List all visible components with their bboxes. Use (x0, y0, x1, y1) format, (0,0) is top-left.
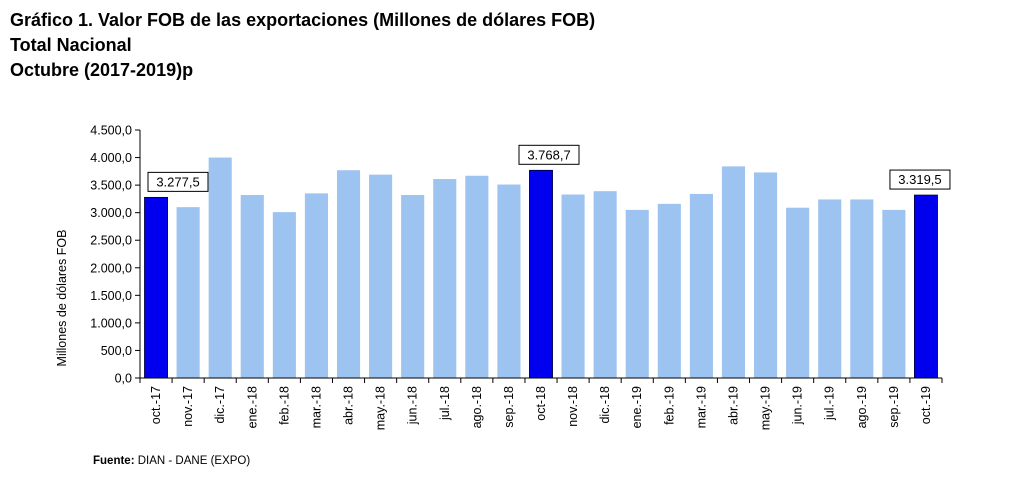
y-tick-label: 2.500,0 (90, 234, 132, 248)
bar-jun.-18 (401, 195, 425, 378)
source-note: Fuente: DIAN - DANE (EXPO) (93, 455, 250, 467)
y-tick-label: 1.500,0 (90, 289, 132, 303)
x-tick-label: oct.-17 (149, 386, 163, 424)
chart-title-block: Gráfico 1. Valor FOB de las exportacione… (10, 8, 595, 83)
bar-jul.-19 (818, 199, 842, 378)
bar-abr.-18 (336, 170, 361, 378)
bar-nov.-18 (561, 194, 585, 378)
y-tick-label: 3.500,0 (90, 179, 132, 193)
x-tick-label: mar.-18 (309, 386, 323, 428)
x-tick-label: may.-18 (374, 386, 388, 430)
bar-oct.-19 (914, 194, 938, 379)
bar-may.-19 (754, 172, 778, 378)
chart-period: Octubre (2017-2019)p (10, 60, 194, 80)
bar-ago.-18 (465, 175, 489, 378)
data-labels-group: 3.277,5 3.768,7 3.319,5 (147, 144, 951, 192)
data-label: 3.319,5 (898, 172, 941, 187)
x-tick-label: jun.-18 (406, 386, 420, 425)
data-label-box (518, 144, 580, 165)
x-tick-label: nov.-18 (566, 386, 580, 427)
data-label: 3.768,7 (527, 147, 570, 162)
bar-may.-18 (369, 174, 393, 378)
bar-sep.-19 (882, 209, 906, 378)
bar-oct.-17 (144, 196, 168, 379)
x-tick-label: dic.-18 (598, 386, 612, 424)
y-axis-label: Millones de dólares FOB (55, 230, 69, 367)
bar-dic.-17 (208, 157, 232, 378)
bar-feb.-18 (272, 212, 296, 378)
source-text: DIAN - DANE (EXPO) (137, 455, 251, 467)
bars-group (144, 157, 938, 379)
bar-nov.-17 (176, 207, 200, 378)
bar-ene.-19 (625, 209, 649, 378)
x-tick-label: abr.-19 (726, 386, 740, 425)
bar-oct-18 (529, 169, 553, 379)
y-tick-label: 0,0 (115, 372, 132, 386)
x-tick-label: mar.-19 (694, 386, 708, 428)
x-tick-label: jul.-19 (823, 386, 837, 421)
bar-mar.-19 (689, 193, 713, 378)
x-tick-label: jun.-19 (791, 386, 805, 425)
x-tick-label: oct-18 (534, 386, 548, 421)
bar-ene.-18 (240, 195, 264, 378)
bar-sep.-18 (497, 184, 521, 378)
bar-mar.-18 (304, 193, 328, 378)
x-tick-label: sep.-18 (502, 386, 516, 428)
bar-jul.-18 (433, 179, 457, 378)
y-tick-label: 500,0 (101, 344, 132, 358)
axes-group: 0,0 500,0 1.000,0 1.500,0 2.000,0 2.500,0 3.00… (90, 124, 943, 430)
x-tick-label: abr.-18 (342, 386, 356, 425)
x-tick-label: ene.-18 (245, 386, 259, 428)
chart-title: Gráfico 1. Valor FOB de las exportacione… (10, 10, 596, 30)
x-tick-label: jul.-18 (438, 386, 452, 421)
x-tick-label: ago.-18 (470, 386, 484, 428)
bar-jun.-19 (786, 207, 810, 378)
chart-subtitle: Total Nacional (10, 35, 132, 55)
y-tick-label: 1.000,0 (90, 316, 132, 330)
y-tick-label: 3.000,0 (90, 206, 132, 220)
x-tick-label: feb.-19 (662, 386, 676, 425)
x-tick-label: sep.-19 (887, 386, 901, 428)
bar-feb.-19 (657, 203, 681, 378)
bar-ago.-19 (850, 199, 874, 378)
bar-abr.-19 (721, 166, 746, 378)
x-tick-label: ene.-19 (630, 386, 644, 428)
source-label: Fuente: (93, 455, 135, 467)
x-tick-label: feb.-18 (277, 386, 291, 425)
bar-dic.-18 (593, 191, 617, 378)
x-tick-label: oct.-19 (919, 386, 933, 424)
x-tick-label: ago.-19 (855, 386, 869, 428)
x-tick-label: may.-19 (759, 386, 773, 430)
data-label-box (889, 169, 951, 190)
data-label-box (147, 171, 209, 192)
x-tick-label: nov.-17 (181, 386, 195, 427)
y-tick-label: 4.500,0 (90, 124, 132, 138)
x-tick-label: dic.-17 (213, 386, 227, 424)
y-tick-label: 4.000,0 (90, 151, 132, 165)
data-label: 3.277,5 (156, 174, 199, 189)
y-tick-label: 2.000,0 (90, 261, 132, 275)
